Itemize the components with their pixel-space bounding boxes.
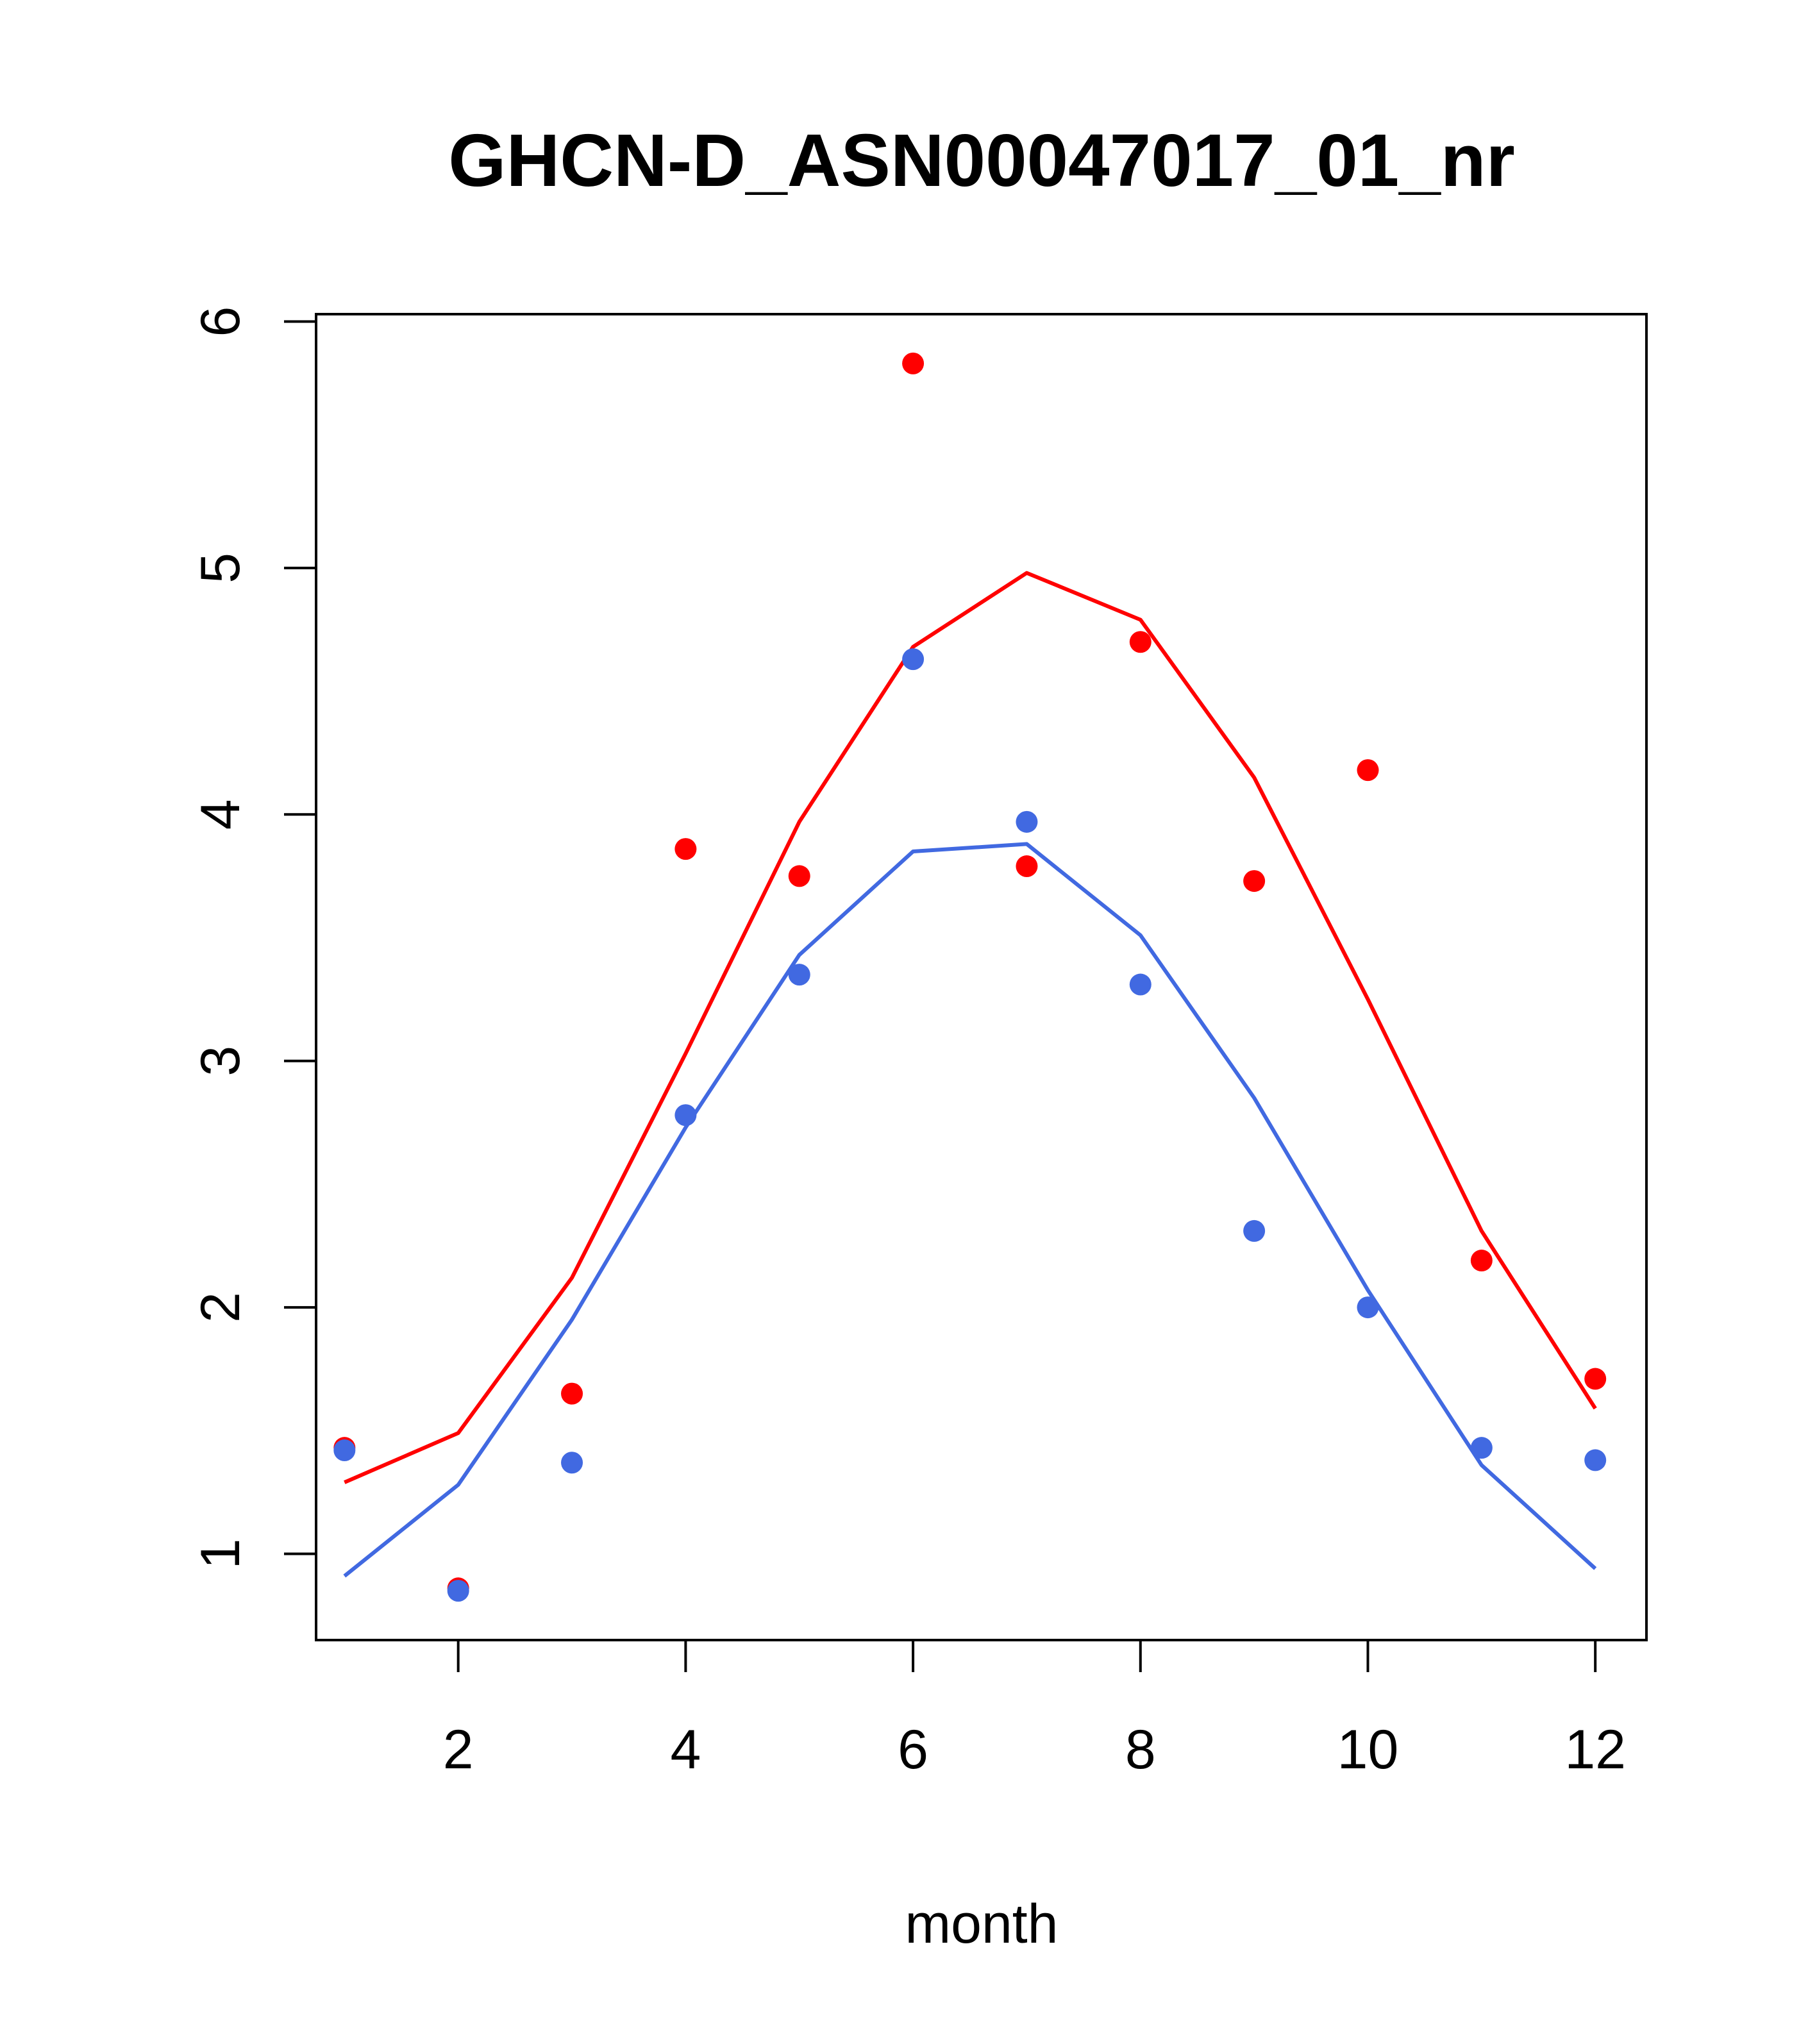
series-line (343, 842, 1597, 1578)
y-tick-label: 5 (190, 553, 251, 583)
y-tick-label: 6 (190, 306, 251, 337)
data-point (1584, 1368, 1607, 1390)
data-point (333, 1439, 356, 1462)
data-point (902, 352, 925, 374)
data-point (561, 1452, 583, 1474)
data-point (1016, 855, 1038, 878)
data-point (674, 838, 697, 860)
x-tick-label: 12 (1564, 1719, 1626, 1780)
y-tick-label: 4 (190, 799, 251, 830)
chart-title: GHCN-D_ASN00047017_01_nr (448, 119, 1515, 202)
data-point (1016, 810, 1038, 833)
data-point (902, 648, 925, 671)
data-point (561, 1382, 583, 1405)
x-tick-label: 8 (1125, 1719, 1156, 1780)
data-point (1243, 870, 1266, 892)
y-tick-label: 1 (190, 1539, 251, 1570)
data-point (1470, 1250, 1493, 1272)
y-tick-label: 2 (190, 1292, 251, 1323)
data-point (447, 1580, 469, 1602)
plot-frame (315, 313, 1648, 1641)
data-point (1357, 1296, 1379, 1319)
data-point (1470, 1437, 1493, 1459)
data-point (1357, 759, 1379, 782)
data-point (788, 964, 810, 986)
x-axis-label: month (905, 1893, 1058, 1955)
x-tick-label: 4 (670, 1719, 701, 1780)
data-point (1129, 631, 1151, 653)
x-tick-label: 10 (1337, 1719, 1399, 1780)
x-tick-label: 2 (443, 1719, 474, 1780)
data-point (1129, 973, 1151, 996)
data-point (788, 865, 810, 887)
data-point (674, 1104, 697, 1127)
y-tick-label: 3 (190, 1046, 251, 1076)
series-line (344, 571, 1597, 1484)
data-point (1243, 1219, 1266, 1242)
x-tick-label: 6 (898, 1719, 928, 1780)
data-point (1584, 1449, 1607, 1471)
